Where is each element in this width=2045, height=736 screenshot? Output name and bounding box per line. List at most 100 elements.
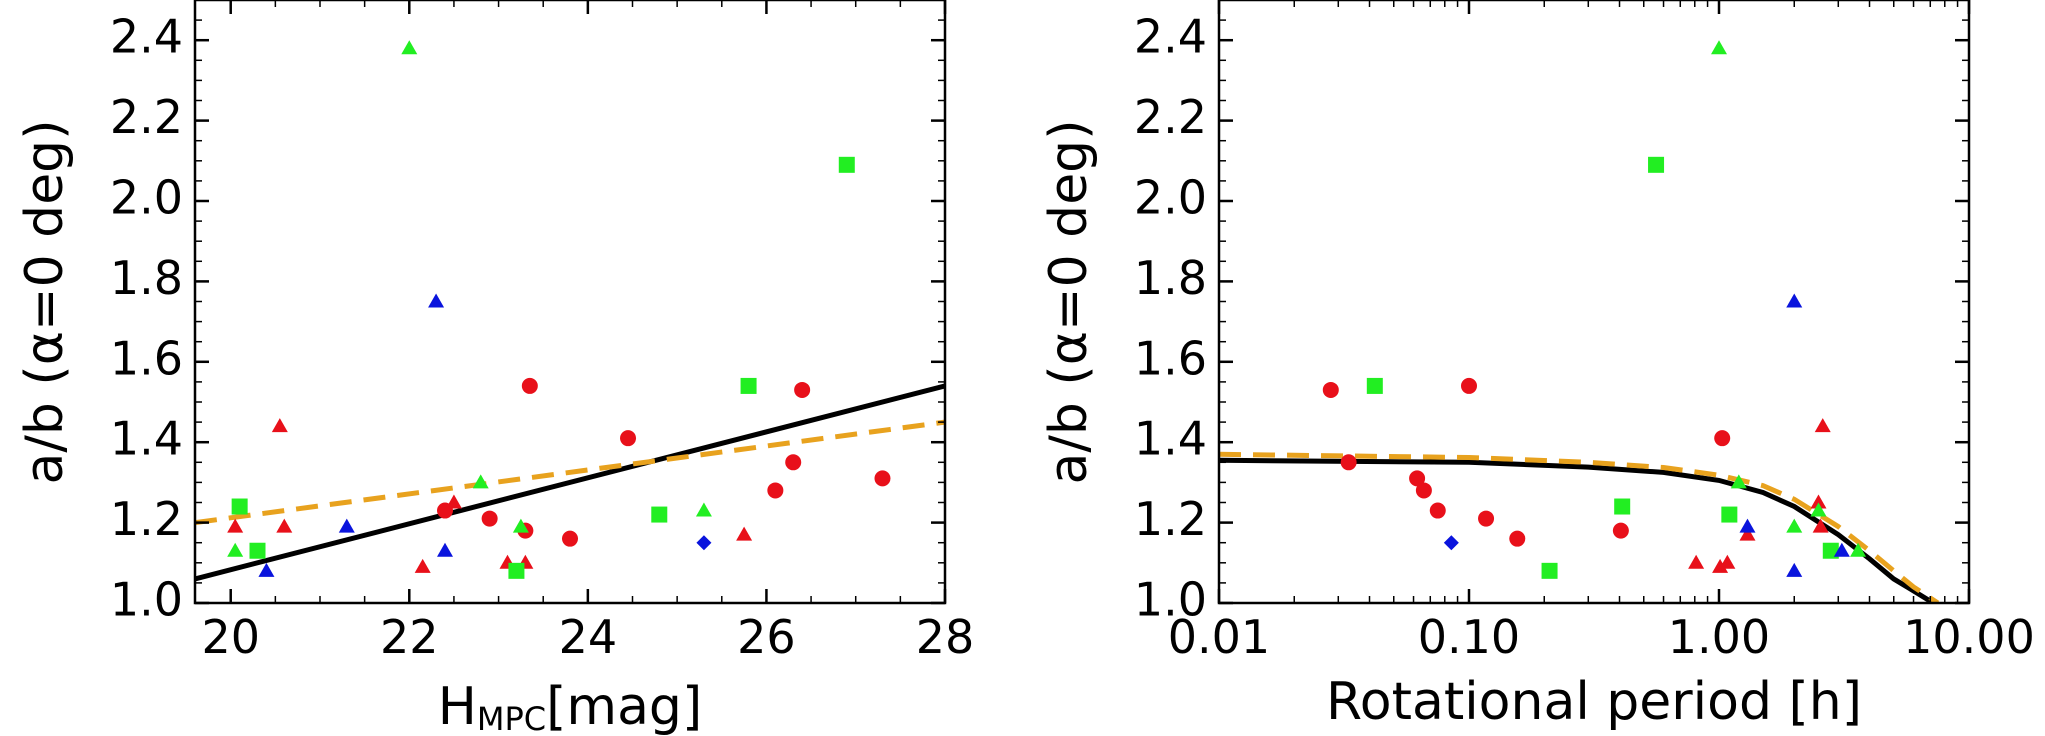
right-point-green-triangle [1711, 40, 1727, 55]
right-ytick-label: 2.4 [1134, 10, 1207, 64]
right-point-red-circle [1409, 470, 1426, 487]
left-point-red-circle [794, 381, 811, 398]
right-point-red-circle [1429, 502, 1446, 519]
left-point-blue-triangle [437, 542, 453, 557]
left-point-green-square [740, 377, 757, 394]
right-point-blue-triangle [1833, 542, 1850, 557]
right-point-green-square [1541, 562, 1558, 579]
left-ytick-label: 2.4 [110, 10, 183, 64]
right-point-blue-diamond [1443, 535, 1459, 551]
left-point-blue-triangle [258, 562, 275, 577]
right-point-red-circle [1509, 530, 1526, 547]
left-ylabel: a/b (α=0 deg) [15, 120, 75, 485]
left-point-green-square [249, 542, 266, 559]
right-point-green-triangle [1810, 502, 1827, 517]
left-ytick-label: 1.4 [110, 412, 183, 466]
left-point-green-triangle [512, 518, 529, 533]
right-point-red-triangle [1739, 526, 1756, 541]
left-point-red-triangle [414, 558, 431, 573]
left-point-red-triangle [227, 518, 244, 533]
right-point-green-square [1721, 506, 1738, 523]
left-fit-line-dashed [195, 419, 945, 526]
right-point-green-square [1822, 542, 1839, 559]
right-panel: 1.0 1.2 1.4 1.6 1.8 2.0 2.2 2.4 0.01 0.10 1.00 10.0… [1039, 0, 2035, 732]
left-point-red-triangle [276, 518, 293, 533]
left-ticks: 1.0 1.2 1.4 1.6 1.8 2.0 2.2 2.4 20 22 24 26 28 [110, 0, 974, 664]
left-point-red-circle [785, 454, 802, 471]
left-point-red-triangle [271, 418, 288, 433]
right-point-red-triangle [1812, 518, 1829, 533]
right-xtick-label: 0.10 [1418, 610, 1520, 664]
right-ytick-label: 1.8 [1134, 251, 1207, 305]
right-ytick-label: 1.4 [1134, 412, 1207, 466]
left-ytick-label: 2.2 [110, 90, 183, 144]
left-point-green-square [838, 156, 855, 173]
left-xtick-label: 28 [916, 610, 975, 664]
left-xlabel-main: H [438, 677, 477, 736]
left-point-green-triangle [695, 502, 712, 517]
right-xlabel: Rotational period [h] [1326, 672, 1862, 732]
right-point-red-circle [1714, 430, 1731, 447]
left-plot-frame [193, 0, 947, 605]
left-point-red-circle [874, 470, 891, 487]
left-point-green-square [231, 498, 248, 515]
left-xlabel: HMPC[mag] [438, 677, 702, 736]
right-point-red-triangle [1814, 418, 1831, 433]
right-point-red-triangle [1712, 558, 1729, 573]
left-xlabel-sub: MPC [477, 700, 546, 736]
right-ticks: 1.0 1.2 1.4 1.6 1.8 2.0 2.2 2.4 0.01 0.10 1.00 10.0… [1134, 0, 2035, 664]
left-point-red-circle [481, 510, 498, 527]
right-point-red-circle [1478, 510, 1495, 527]
left-ytick-label: 2.0 [110, 171, 183, 225]
left-point-green-square [651, 506, 668, 523]
right-xtick-label: 0.01 [1168, 610, 1270, 664]
right-point-green-square [1366, 377, 1383, 394]
left-point-green-triangle [472, 474, 489, 489]
left-xtick-label: 26 [737, 610, 796, 664]
right-point-green-triangle [1850, 542, 1867, 557]
right-point-red-circle [1461, 377, 1477, 394]
left-point-blue-triangle [428, 293, 445, 308]
left-panel: 1.0 1.2 1.4 1.6 1.8 2.0 2.2 2.4 20 22 24 26 28 a/b (… [15, 0, 974, 736]
right-ytick-label: 2.2 [1134, 90, 1207, 144]
left-xlabel-tail: [mag] [546, 677, 702, 736]
left-point-red-triangle [736, 526, 753, 541]
right-point-red-circle [1340, 454, 1357, 471]
right-point-red-circle [1415, 482, 1432, 499]
right-point-blue-triangle [1739, 518, 1756, 533]
right-point-green-square [1648, 156, 1665, 173]
right-plot-frame [1217, 0, 1971, 605]
right-fit-line-solid [1219, 457, 1935, 603]
right-ytick-label: 1.6 [1134, 331, 1207, 385]
right-point-red-circle [1612, 522, 1629, 539]
left-xtick-label: 24 [559, 610, 618, 664]
right-point-green-triangle [1786, 518, 1803, 533]
left-point-green-triangle [401, 40, 418, 55]
left-ytick-label: 1.6 [110, 331, 183, 385]
left-xtick-label: 22 [380, 610, 439, 664]
right-ylabel: a/b (α=0 deg) [1039, 120, 1099, 485]
right-point-red-triangle [1719, 554, 1736, 569]
right-xtick-label: 10.00 [1903, 610, 2035, 664]
left-ytick-label: 1.2 [110, 492, 183, 546]
right-point-green-square [1614, 498, 1631, 515]
left-point-blue-diamond [696, 535, 712, 551]
right-point-blue-triangle [1786, 293, 1803, 308]
left-point-red-circle [767, 482, 784, 499]
left-ytick-label: 1.0 [110, 573, 183, 627]
right-point-blue-triangle [1786, 562, 1803, 577]
right-marks [1219, 40, 1940, 603]
right-point-red-triangle [1810, 494, 1827, 509]
left-point-blue-triangle [338, 518, 355, 533]
right-xtick-label: 1.00 [1668, 610, 1770, 664]
right-fit-line-dashed [1219, 451, 1940, 603]
right-point-red-circle [1322, 381, 1339, 398]
left-point-red-circle [620, 430, 637, 447]
right-ytick-label: 2.0 [1134, 171, 1207, 225]
left-point-red-circle [521, 377, 538, 394]
right-point-red-triangle [1688, 554, 1705, 569]
left-xtick-label: 20 [201, 610, 260, 664]
left-point-green-triangle [227, 542, 244, 557]
left-point-red-triangle [445, 494, 462, 509]
